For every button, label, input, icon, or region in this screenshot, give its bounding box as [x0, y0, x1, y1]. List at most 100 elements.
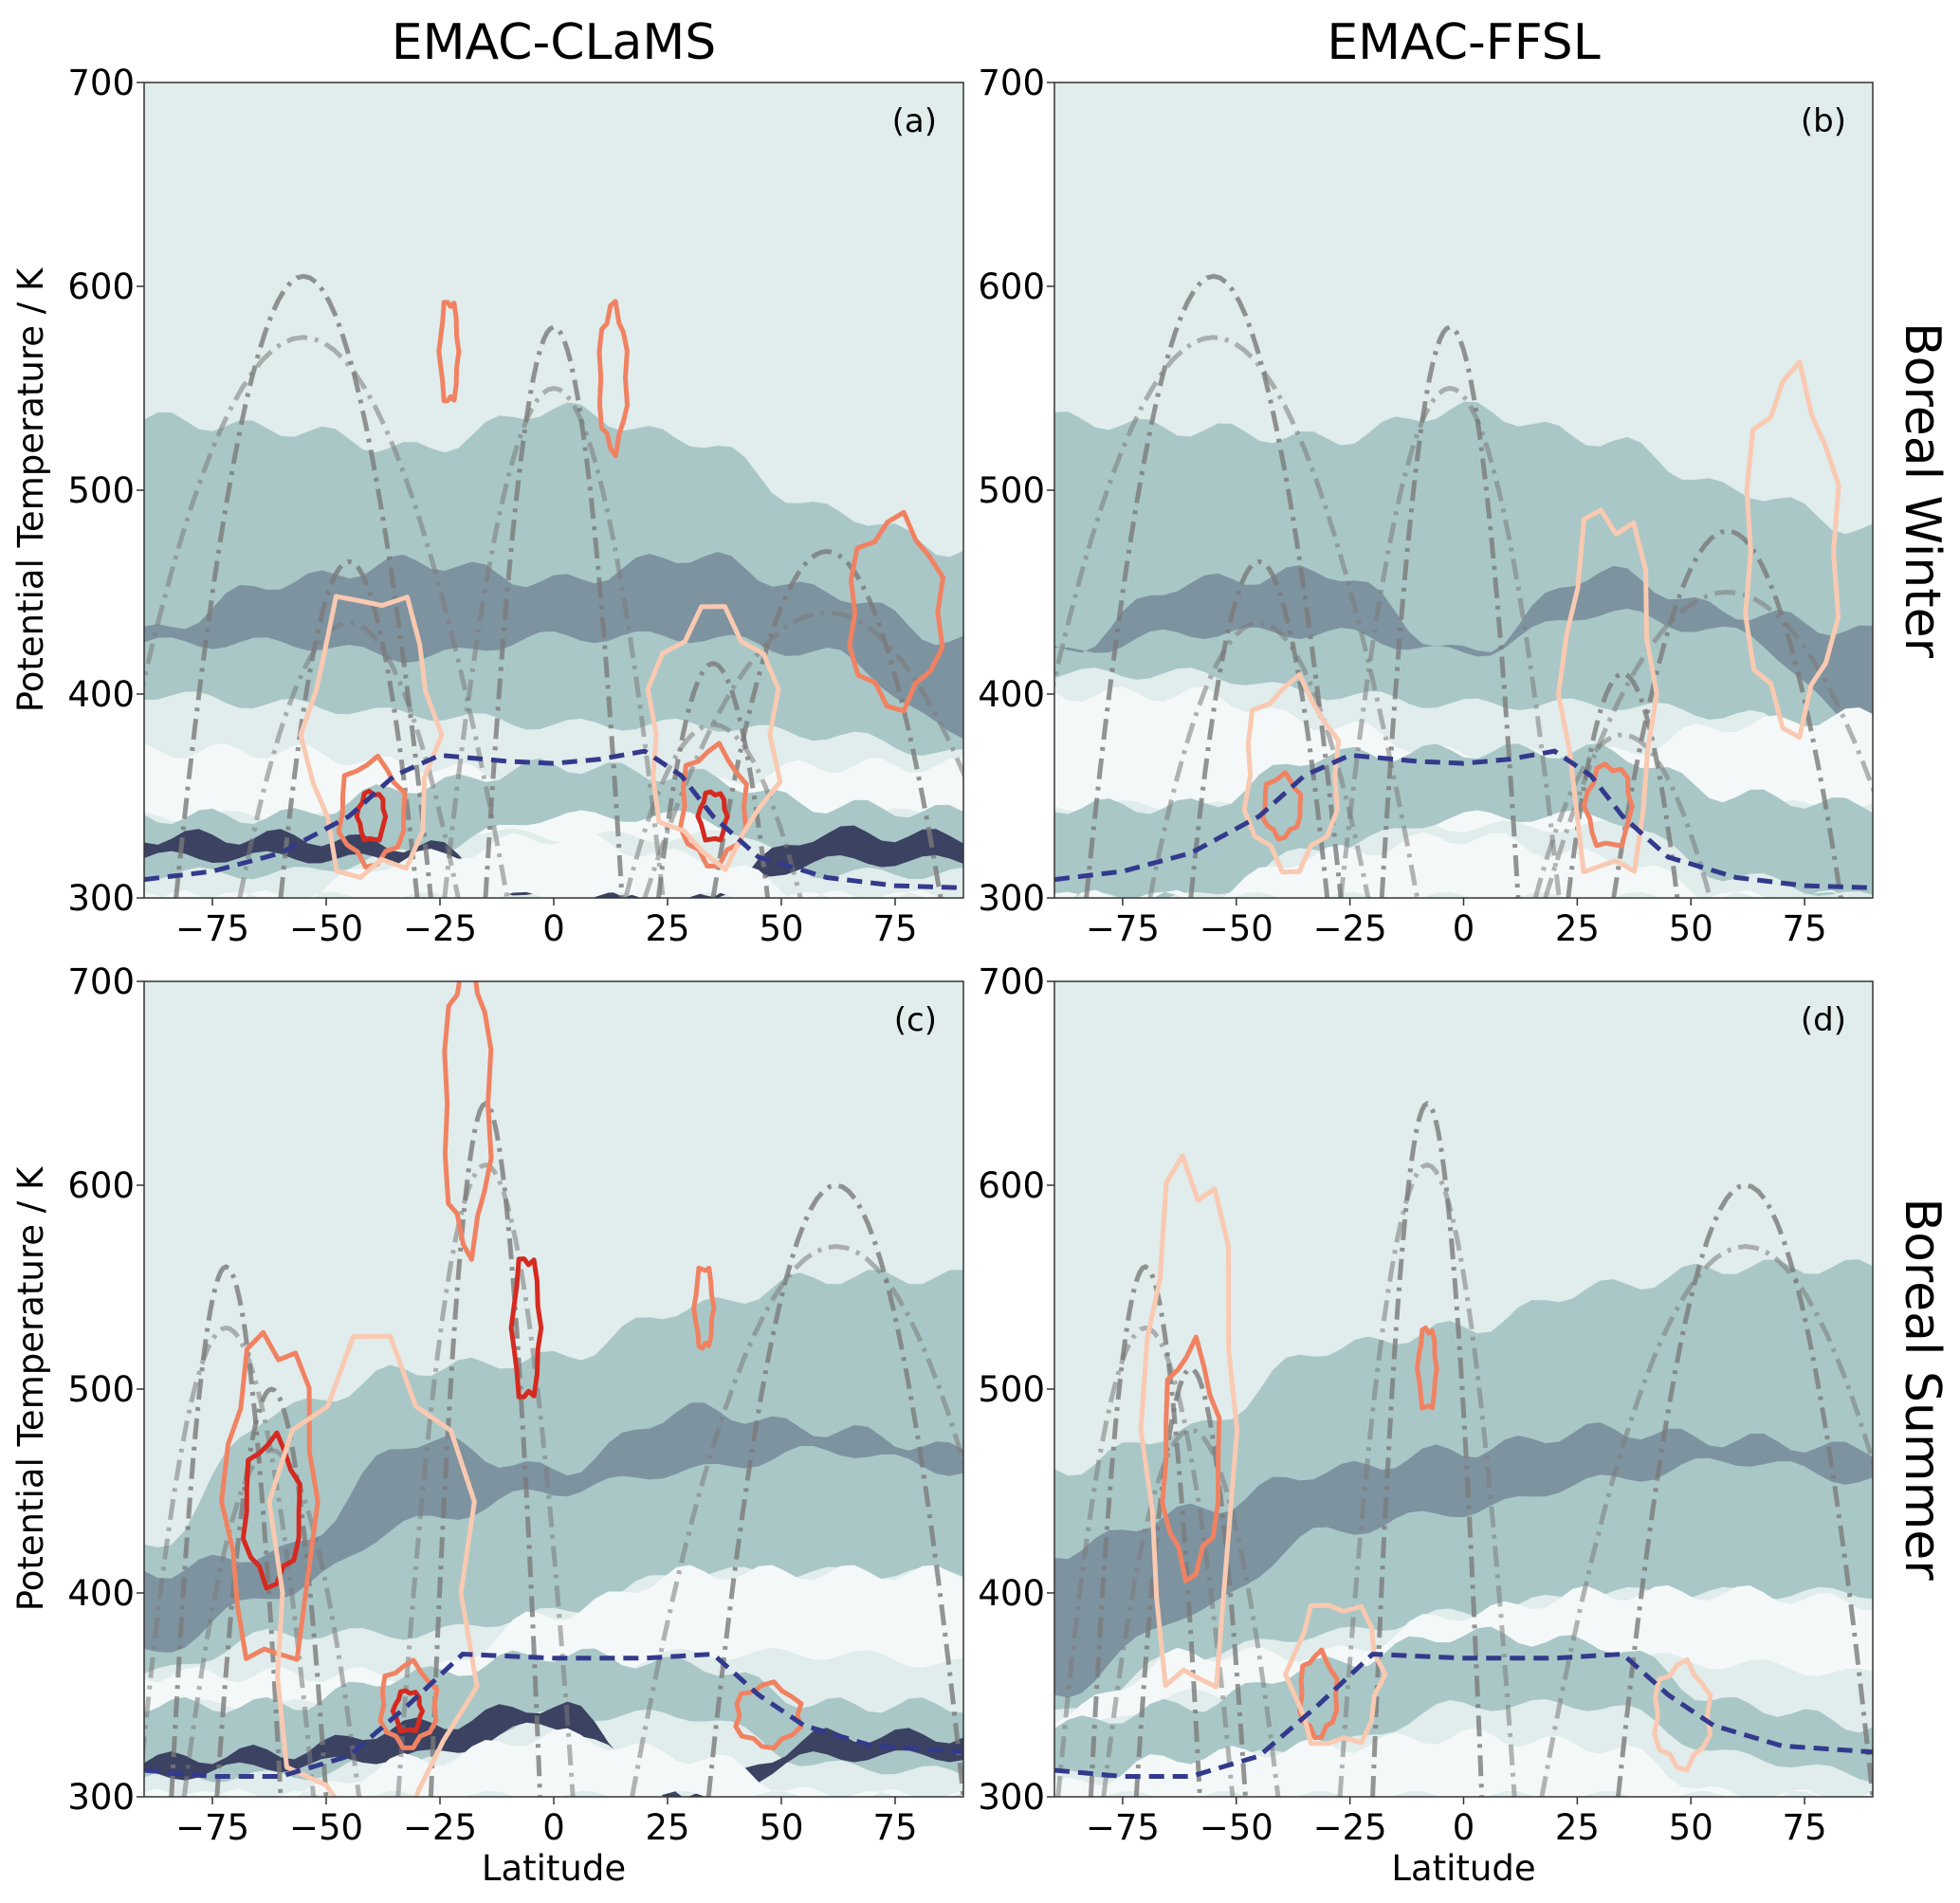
filled-contour-band — [144, 833, 939, 898]
streamfunction-contour — [655, 661, 771, 898]
y-tick-label: 600 — [978, 1165, 1045, 1206]
streamfunction-contour — [630, 1243, 963, 1797]
red-contour — [1652, 1656, 1713, 1773]
y-tick-label: 400 — [67, 674, 135, 715]
x-tick-label: 50 — [1669, 908, 1713, 949]
streamfunction-contour — [174, 273, 433, 898]
plot-area — [144, 981, 963, 1797]
x-tick-label: −50 — [1200, 908, 1273, 949]
x-tick-label: 0 — [542, 908, 565, 949]
red-contour — [678, 741, 749, 869]
y-tick-label: 300 — [67, 878, 135, 919]
streamfunction-contour — [1370, 1101, 1485, 1797]
panel-label: (d) — [1801, 1001, 1846, 1039]
streamfunction-contour — [1088, 1264, 1202, 1797]
streamfunction-contour — [144, 1325, 317, 1797]
red-contour — [1260, 770, 1304, 842]
filled-contour-band — [1054, 832, 1852, 898]
red-contour — [695, 789, 730, 843]
y-tick-label: 500 — [67, 1369, 135, 1410]
panel-label: (a) — [892, 102, 937, 140]
tropopause-line — [144, 748, 963, 890]
red-contour — [645, 604, 783, 872]
x-tick-label: −50 — [1200, 1807, 1273, 1848]
streamfunction-contour — [144, 335, 510, 898]
x-tick-label: 75 — [1783, 908, 1827, 949]
x-tick-label: −25 — [403, 1807, 477, 1848]
row-label: Boreal Winter — [1894, 322, 1951, 659]
streamfunction-contour — [1188, 558, 1330, 898]
streamfunction-contour — [642, 610, 963, 898]
y-tick-label: 600 — [67, 1165, 135, 1206]
x-tick-label: 25 — [1555, 1807, 1600, 1848]
x-tick-label: −75 — [175, 908, 249, 949]
streamfunction-contour — [1084, 273, 1344, 898]
x-tick-label: 50 — [759, 908, 803, 949]
x-tick-label: 25 — [1555, 908, 1600, 949]
filled-contour-band — [1054, 1626, 1873, 1783]
streamfunction-contour — [169, 1264, 284, 1797]
y-tick-label: 300 — [978, 1777, 1045, 1818]
y-tick-label: 400 — [978, 1573, 1045, 1614]
streamfunction-contour — [1543, 589, 1873, 898]
red-contour — [390, 1688, 425, 1734]
x-tick-label: 50 — [1669, 1807, 1713, 1848]
x-tick-label: 25 — [645, 1807, 689, 1848]
filled-contour-band — [1054, 1421, 1873, 1698]
x-tick-label: 0 — [1453, 908, 1475, 949]
streamfunction-contour — [1337, 1162, 1517, 1797]
x-tick-label: 50 — [759, 1807, 803, 1848]
y-tick-label: 600 — [978, 266, 1045, 307]
filled-contour-band — [144, 1728, 963, 1797]
x-tick-label: 0 — [1453, 1807, 1475, 1848]
x-tick-label: −75 — [1086, 1807, 1160, 1848]
y-tick-label: 300 — [67, 1777, 135, 1818]
plot-area — [1054, 981, 1873, 1797]
red-contour — [219, 1329, 321, 1662]
red-contour — [1556, 507, 1659, 875]
streamfunction-contour — [1379, 324, 1521, 898]
filled-contour-band — [1054, 743, 1873, 898]
filled-contour-band — [144, 1701, 963, 1797]
y-axis-label: Potential Temperature / K — [10, 266, 51, 712]
streamfunction-contour — [1532, 732, 1713, 898]
panel-label: (b) — [1801, 102, 1846, 140]
y-tick-label: 700 — [978, 63, 1045, 103]
red-contour — [1296, 1647, 1340, 1741]
panel-a: (a) −75 −50 −25 0 25 50 75 300 400 500 600 700 Potent… — [10, 63, 964, 949]
y-tick-label: 600 — [67, 266, 135, 307]
streamfunction-contour — [623, 722, 803, 898]
red-contour — [1283, 1602, 1388, 1747]
panel-d: (d) −75 −50 −25 0 25 50 75 300 400 500 600 700 Latitu… — [978, 961, 1874, 1889]
y-tick-label: 400 — [978, 674, 1045, 715]
filled-contour-band — [1054, 401, 1873, 754]
y-tick-label: 500 — [978, 470, 1045, 511]
red-contour — [1743, 359, 1841, 741]
x-tick-label: −50 — [289, 1807, 363, 1848]
x-tick-label: −75 — [175, 1807, 249, 1848]
x-tick-label: 0 — [542, 1807, 565, 1848]
streamfunction-contour — [483, 324, 625, 898]
y-tick-label: 300 — [978, 878, 1045, 919]
column-title: EMAC-FFSL — [1327, 14, 1600, 71]
y-tick-label: 500 — [978, 1369, 1045, 1410]
red-contour — [442, 981, 494, 1262]
plot-area — [1054, 82, 1873, 898]
streamfunction-contour — [1055, 1325, 1236, 1797]
tropopause-line — [1054, 1651, 1873, 1779]
panel-label: (c) — [894, 1001, 937, 1039]
x-tick-label: 75 — [1783, 1807, 1827, 1848]
streamfunction-contour — [237, 620, 461, 898]
filled-contour-band — [1054, 565, 1873, 741]
plot-area — [144, 82, 963, 898]
tropopause-line — [1054, 748, 1873, 890]
x-axis-label: Latitude — [482, 1848, 626, 1889]
streamfunction-contour — [1147, 620, 1371, 898]
red-contour — [354, 788, 389, 843]
x-tick-label: 75 — [872, 908, 917, 949]
y-axis-label: Potential Temperature / K — [10, 1165, 51, 1611]
y-tick-label: 700 — [978, 961, 1045, 1002]
red-contour — [336, 754, 408, 869]
streamfunction-contour — [710, 548, 943, 898]
